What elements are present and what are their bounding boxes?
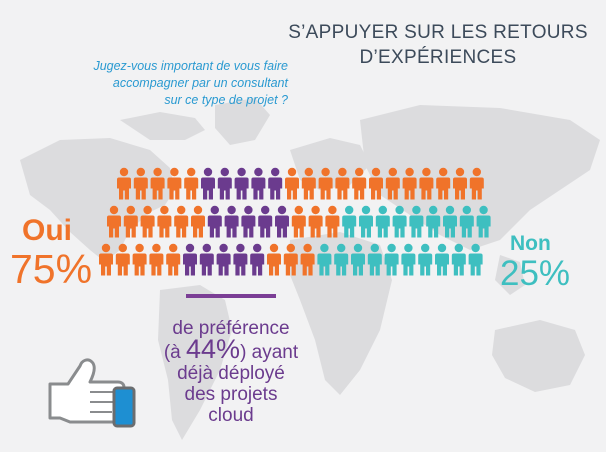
person-icon bbox=[418, 243, 433, 276]
person-icon bbox=[392, 205, 407, 238]
person-icon bbox=[115, 243, 130, 276]
thumbs-up-icon bbox=[48, 358, 136, 428]
person-icon bbox=[167, 167, 182, 200]
person-icon bbox=[325, 205, 340, 238]
person-icon bbox=[267, 243, 281, 276]
person-icon bbox=[436, 167, 451, 200]
person-icon bbox=[308, 205, 323, 238]
non-label: Non bbox=[510, 232, 551, 255]
person-icon bbox=[301, 167, 316, 200]
person-icon bbox=[351, 243, 365, 276]
person-icon bbox=[174, 205, 189, 238]
person-icon bbox=[367, 243, 382, 276]
preference-line-2: (à 44%) ayant bbox=[150, 336, 312, 364]
preference-line-3: déjà déployé bbox=[177, 363, 285, 384]
question-line-2: accompagner par un consultant bbox=[112, 76, 288, 90]
person-icon bbox=[409, 205, 424, 238]
person-icon bbox=[459, 205, 474, 238]
preference-line-1: de préférence bbox=[172, 318, 290, 339]
page-title: S’APPUYER SUR LES RETOURS D’EXPÉRIENCES bbox=[288, 20, 588, 70]
non-percent: 25% bbox=[500, 254, 571, 293]
person-icon bbox=[469, 167, 484, 200]
preference-percent: 44% bbox=[186, 334, 241, 364]
person-icon bbox=[207, 205, 222, 238]
person-icon bbox=[117, 167, 131, 200]
person-icon bbox=[468, 243, 483, 276]
person-icon bbox=[317, 243, 332, 276]
person-icon bbox=[191, 205, 205, 238]
person-icon bbox=[201, 167, 215, 200]
person-icon bbox=[384, 243, 399, 276]
preference-line-5: cloud bbox=[208, 405, 254, 426]
person-icon bbox=[419, 167, 434, 200]
person-icon bbox=[369, 167, 383, 200]
person-icon bbox=[375, 205, 390, 238]
question-line-3: sur ce type de projet ? bbox=[164, 93, 288, 107]
person-icon bbox=[107, 205, 121, 238]
person-icon bbox=[268, 167, 283, 200]
person-icon bbox=[123, 205, 138, 238]
person-icon bbox=[199, 243, 214, 276]
person-icon bbox=[435, 243, 449, 276]
person-icon bbox=[224, 205, 239, 238]
person-icon bbox=[217, 167, 232, 200]
person-icon bbox=[150, 167, 165, 200]
person-icon bbox=[402, 167, 417, 200]
person-icon bbox=[166, 243, 181, 276]
person-icon bbox=[132, 243, 147, 276]
person-icon bbox=[157, 205, 172, 238]
preference-underline bbox=[186, 294, 276, 298]
preference-text: de préférence (à 44%) ayant déjà déployé… bbox=[150, 318, 312, 426]
preference-paren-open: (à bbox=[163, 342, 187, 363]
person-icon bbox=[140, 205, 155, 238]
person-icon bbox=[426, 205, 441, 238]
person-icon bbox=[318, 167, 333, 200]
person-icon bbox=[335, 167, 350, 200]
person-icon bbox=[133, 167, 148, 200]
oui-percent: 75% bbox=[10, 246, 93, 292]
person-icon bbox=[285, 167, 299, 200]
person-icon bbox=[283, 243, 298, 276]
person-icon bbox=[183, 243, 197, 276]
person-icon bbox=[258, 205, 273, 238]
oui-label: Oui bbox=[22, 214, 72, 247]
person-icon bbox=[300, 243, 315, 276]
title-line-1: S’APPUYER SUR LES RETOURS bbox=[288, 22, 588, 43]
survey-question: Jugez-vous important de vous faire accom… bbox=[28, 58, 288, 109]
person-icon bbox=[342, 205, 357, 238]
person-icon bbox=[352, 167, 367, 200]
person-icon bbox=[443, 205, 457, 238]
person-icon bbox=[184, 167, 199, 200]
person-icon bbox=[250, 243, 265, 276]
person-icon bbox=[251, 167, 266, 200]
person-icon bbox=[385, 167, 400, 200]
person-icon bbox=[233, 243, 248, 276]
title-line-2: D’EXPÉRIENCES bbox=[359, 47, 517, 68]
person-icon bbox=[476, 205, 491, 238]
person-icon bbox=[275, 205, 289, 238]
person-icon bbox=[401, 243, 416, 276]
person-icon bbox=[99, 243, 113, 276]
person-icon bbox=[234, 167, 249, 200]
person-icon bbox=[291, 205, 306, 238]
preference-paren-close: ) ayant bbox=[240, 342, 299, 363]
person-icon bbox=[149, 243, 164, 276]
person-icon bbox=[241, 205, 256, 238]
person-icon bbox=[334, 243, 349, 276]
question-line-1: Jugez-vous important de vous faire bbox=[93, 59, 288, 73]
preference-line-4: des projets bbox=[184, 384, 278, 405]
person-icon bbox=[359, 205, 373, 238]
person-icon bbox=[451, 243, 466, 276]
person-icon bbox=[453, 167, 467, 200]
person-icon bbox=[216, 243, 231, 276]
